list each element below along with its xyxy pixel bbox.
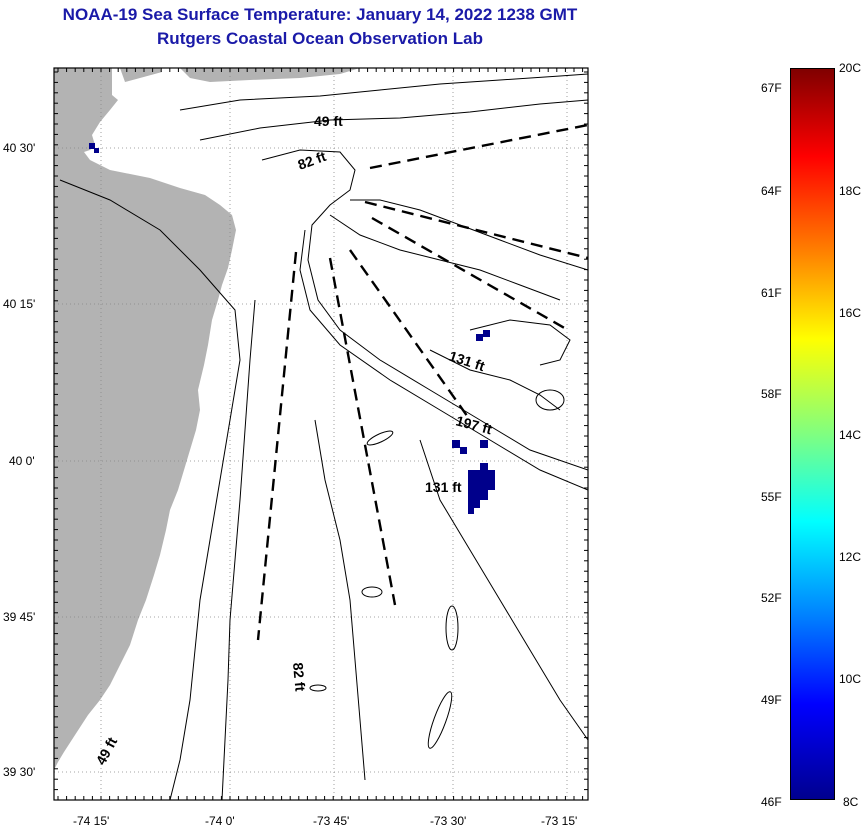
graticule: [54, 68, 588, 800]
lon-tick-label: -74 15': [73, 814, 109, 828]
colorbar-c-label: 8C: [843, 795, 859, 809]
contour-label: 49 ft: [314, 113, 343, 129]
colorbar-c-label: 10C: [839, 672, 862, 686]
colorbar-f-label: 61F: [761, 286, 782, 300]
map-title: NOAA-19 Sea Surface Temperature: January…: [62, 5, 578, 24]
shipping-lanes: [256, 123, 588, 641]
contour-label: 131 ft: [425, 479, 462, 495]
colorbar-f-label: 46F: [761, 795, 782, 809]
colorbar-c-label: 14C: [839, 428, 862, 442]
colorbar-f-label: 58F: [761, 387, 782, 401]
lat-tick-label: 39 30': [3, 765, 35, 779]
colorbar-c-label: 12C: [839, 550, 862, 564]
map-subtitle: Rutgers Coastal Ocean Observation Lab: [157, 29, 483, 48]
colorbar-c-label: 18C: [839, 184, 862, 198]
land-mass: [54, 68, 236, 770]
colorbar-f-label: 67F: [761, 81, 782, 95]
sandy-hook: [120, 68, 162, 82]
lat-tick-label: 40 0': [9, 454, 35, 468]
lon-tick-label: -73 30': [430, 814, 466, 828]
map-frame: [53, 67, 589, 801]
lon-tick-label: -74 0': [205, 814, 235, 828]
lat-tick-label: 40 30': [3, 141, 35, 155]
temperature-colorbar: [790, 68, 835, 800]
colorbar-f-label: 64F: [761, 184, 782, 198]
colorbar-f-label: 49F: [761, 693, 782, 707]
sst-cold-patches: [89, 143, 495, 514]
colorbar-c-label: 16C: [839, 306, 862, 320]
frame-ticks: [54, 68, 588, 801]
lon-tick-label: -73 45': [313, 814, 349, 828]
colorbar-f-label: 52F: [761, 591, 782, 605]
colorbar-f-label: 55F: [761, 490, 782, 504]
lon-tick-label: -73 15': [541, 814, 577, 828]
contour-label: 82 ft: [290, 662, 308, 692]
lat-tick-label: 40 15': [3, 297, 35, 311]
colorbar-c-label: 20C: [839, 61, 862, 75]
lat-tick-label: 39 45': [3, 610, 35, 624]
long-island: [180, 68, 360, 82]
